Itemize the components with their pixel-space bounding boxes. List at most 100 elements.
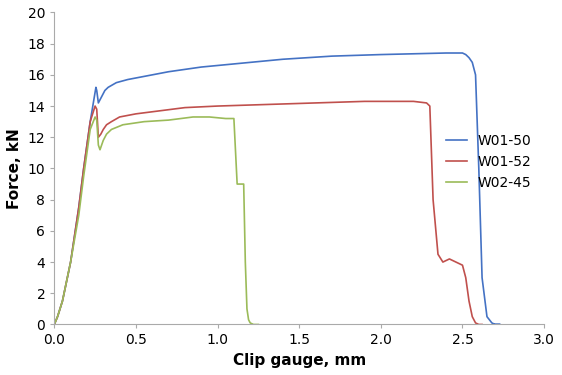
W01-50 [475, 166, 482, 171]
W01-50 [100, 92, 107, 96]
W02-45 [67, 260, 74, 264]
W01-50 [113, 80, 120, 85]
W01-50 [378, 53, 384, 57]
W02-45 [241, 182, 247, 186]
W01-52 [108, 119, 115, 124]
W01-50 [97, 96, 104, 100]
W01-50 [483, 314, 490, 319]
W01-52 [394, 99, 401, 104]
W02-45 [250, 322, 257, 327]
W02-45 [245, 318, 252, 322]
W02-45 [51, 322, 58, 327]
W01-50 [469, 60, 475, 64]
Y-axis label: Force, kN: Force, kN [7, 128, 22, 209]
W01-52 [479, 322, 486, 327]
W01-52 [95, 135, 102, 140]
W01-50 [459, 51, 466, 55]
W01-50 [75, 205, 82, 210]
W01-52 [75, 205, 82, 210]
W02-45 [243, 307, 250, 311]
W02-45 [255, 322, 262, 327]
W02-45 [242, 260, 249, 264]
W01-52 [51, 322, 58, 327]
W01-52 [59, 299, 66, 303]
W01-50 [124, 77, 131, 82]
W01-52 [423, 100, 430, 105]
W01-50 [497, 322, 504, 327]
Line: W01-52: W01-52 [55, 101, 482, 324]
W01-52 [479, 322, 486, 327]
W01-50 [328, 54, 335, 58]
W01-52 [133, 112, 139, 116]
W02-45 [253, 322, 260, 327]
W01-52 [472, 321, 479, 325]
W01-52 [182, 105, 188, 110]
W01-52 [80, 166, 87, 171]
W02-45 [103, 132, 110, 136]
W01-50 [67, 260, 74, 264]
W01-50 [472, 73, 479, 77]
W02-45 [108, 127, 115, 132]
W01-50 [463, 53, 469, 57]
W02-45 [93, 118, 100, 122]
W01-50 [279, 57, 286, 62]
W01-52 [459, 263, 466, 267]
Line: W01-50: W01-50 [55, 53, 500, 324]
W01-52 [466, 299, 473, 303]
W01-50 [87, 119, 93, 124]
W01-52 [475, 322, 482, 327]
W01-50 [443, 51, 450, 55]
W01-52 [427, 104, 433, 108]
W01-52 [312, 100, 319, 105]
W01-52 [87, 119, 93, 124]
W01-52 [469, 314, 475, 319]
Line: W02-45: W02-45 [55, 117, 259, 324]
W01-50 [93, 85, 99, 90]
W01-50 [495, 322, 502, 327]
W01-50 [102, 88, 108, 93]
W01-52 [446, 257, 453, 261]
W01-52 [410, 99, 417, 104]
W02-45 [190, 115, 197, 119]
W01-52 [93, 107, 100, 111]
W01-52 [452, 260, 459, 264]
W02-45 [87, 127, 93, 132]
W02-45 [100, 138, 107, 142]
W01-50 [140, 74, 147, 79]
W01-52 [116, 115, 123, 119]
W01-50 [488, 321, 495, 325]
W02-45 [97, 147, 103, 152]
Legend: W01-50, W01-52, W02-45: W01-50, W01-52, W02-45 [441, 129, 537, 196]
W01-50 [93, 88, 100, 93]
W02-45 [54, 314, 61, 319]
W01-50 [105, 85, 111, 90]
W02-45 [80, 174, 87, 178]
W02-45 [230, 116, 237, 121]
W01-50 [59, 299, 66, 303]
W01-50 [230, 62, 237, 66]
W02-45 [120, 123, 126, 127]
W01-50 [80, 166, 87, 171]
W01-50 [165, 69, 172, 74]
W01-50 [198, 65, 205, 69]
W01-50 [51, 322, 58, 327]
W01-52 [103, 123, 110, 127]
W02-45 [247, 321, 253, 325]
W01-50 [492, 322, 498, 327]
W01-50 [466, 56, 473, 60]
W02-45 [92, 115, 98, 119]
W02-45 [237, 182, 244, 186]
W02-45 [140, 119, 147, 124]
W02-45 [95, 143, 102, 147]
W01-52 [263, 102, 270, 107]
W01-52 [430, 197, 437, 202]
W01-52 [361, 99, 368, 104]
W02-45 [75, 213, 82, 217]
W01-52 [67, 260, 74, 264]
W02-45 [59, 299, 66, 303]
W01-52 [54, 314, 61, 319]
W01-50 [95, 100, 102, 105]
W01-50 [479, 275, 486, 280]
X-axis label: Clip gauge, mm: Clip gauge, mm [233, 353, 366, 368]
W01-52 [214, 104, 221, 108]
